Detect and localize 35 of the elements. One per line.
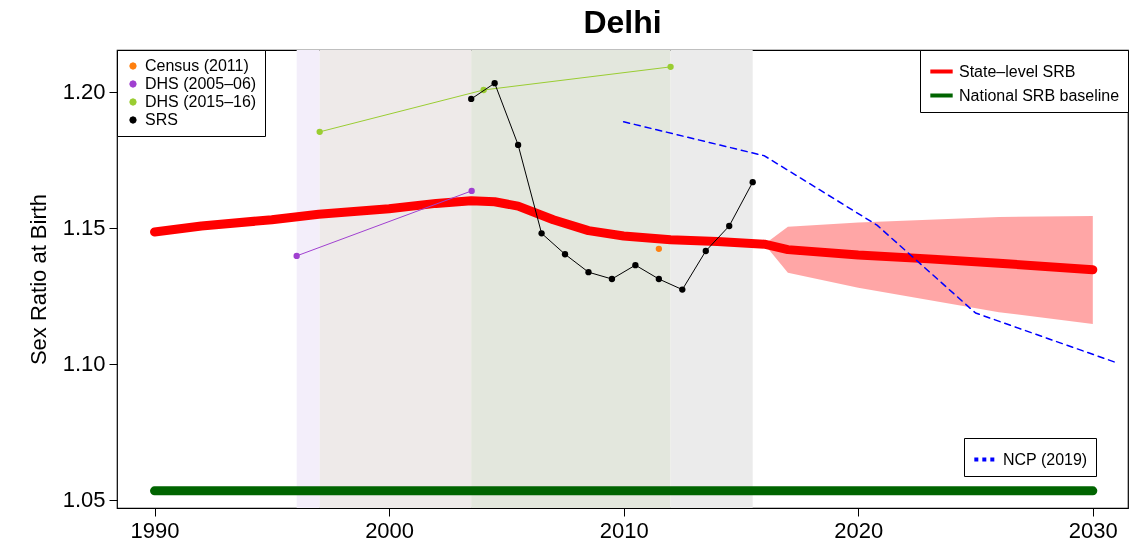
point [468,187,475,195]
x-tick-label: 1990 [130,517,180,543]
point [514,141,522,149]
chart-title: Delhi [583,3,662,40]
legend-label: DHS (2005–06) [145,75,257,92]
x-tick-label: 2010 [599,517,649,543]
y-tick-label: 1.10 [62,351,106,377]
point [491,80,498,87]
legend-label: NCP (2019) [1003,450,1088,468]
point [468,95,475,103]
point [608,275,616,283]
legend-label: SRS [145,111,178,128]
point [749,179,756,186]
x-tick-label: 2030 [1068,517,1118,543]
point [538,230,545,237]
legend-label: DHS (2015–16) [145,93,257,110]
point [667,63,674,71]
y-tick-label: 1.15 [62,215,106,241]
legend-label: National SRB baseline [959,86,1120,104]
point [655,275,663,283]
y-axis-title: Sex Ratio at Birth [25,193,51,366]
point [702,247,709,255]
point [293,252,300,260]
y-tick-label: 1.05 [62,487,106,513]
x-tick-label: 2000 [365,517,415,543]
x-tick-label: 2020 [834,517,884,543]
point [561,251,569,258]
legend-label: Census (2011) [145,57,249,74]
legend-label: State–level SRB [959,62,1076,80]
point [679,286,686,293]
y-tick-label: 1.20 [62,79,106,105]
point [726,222,733,230]
point [585,269,592,276]
point [316,128,323,136]
point [632,261,639,269]
